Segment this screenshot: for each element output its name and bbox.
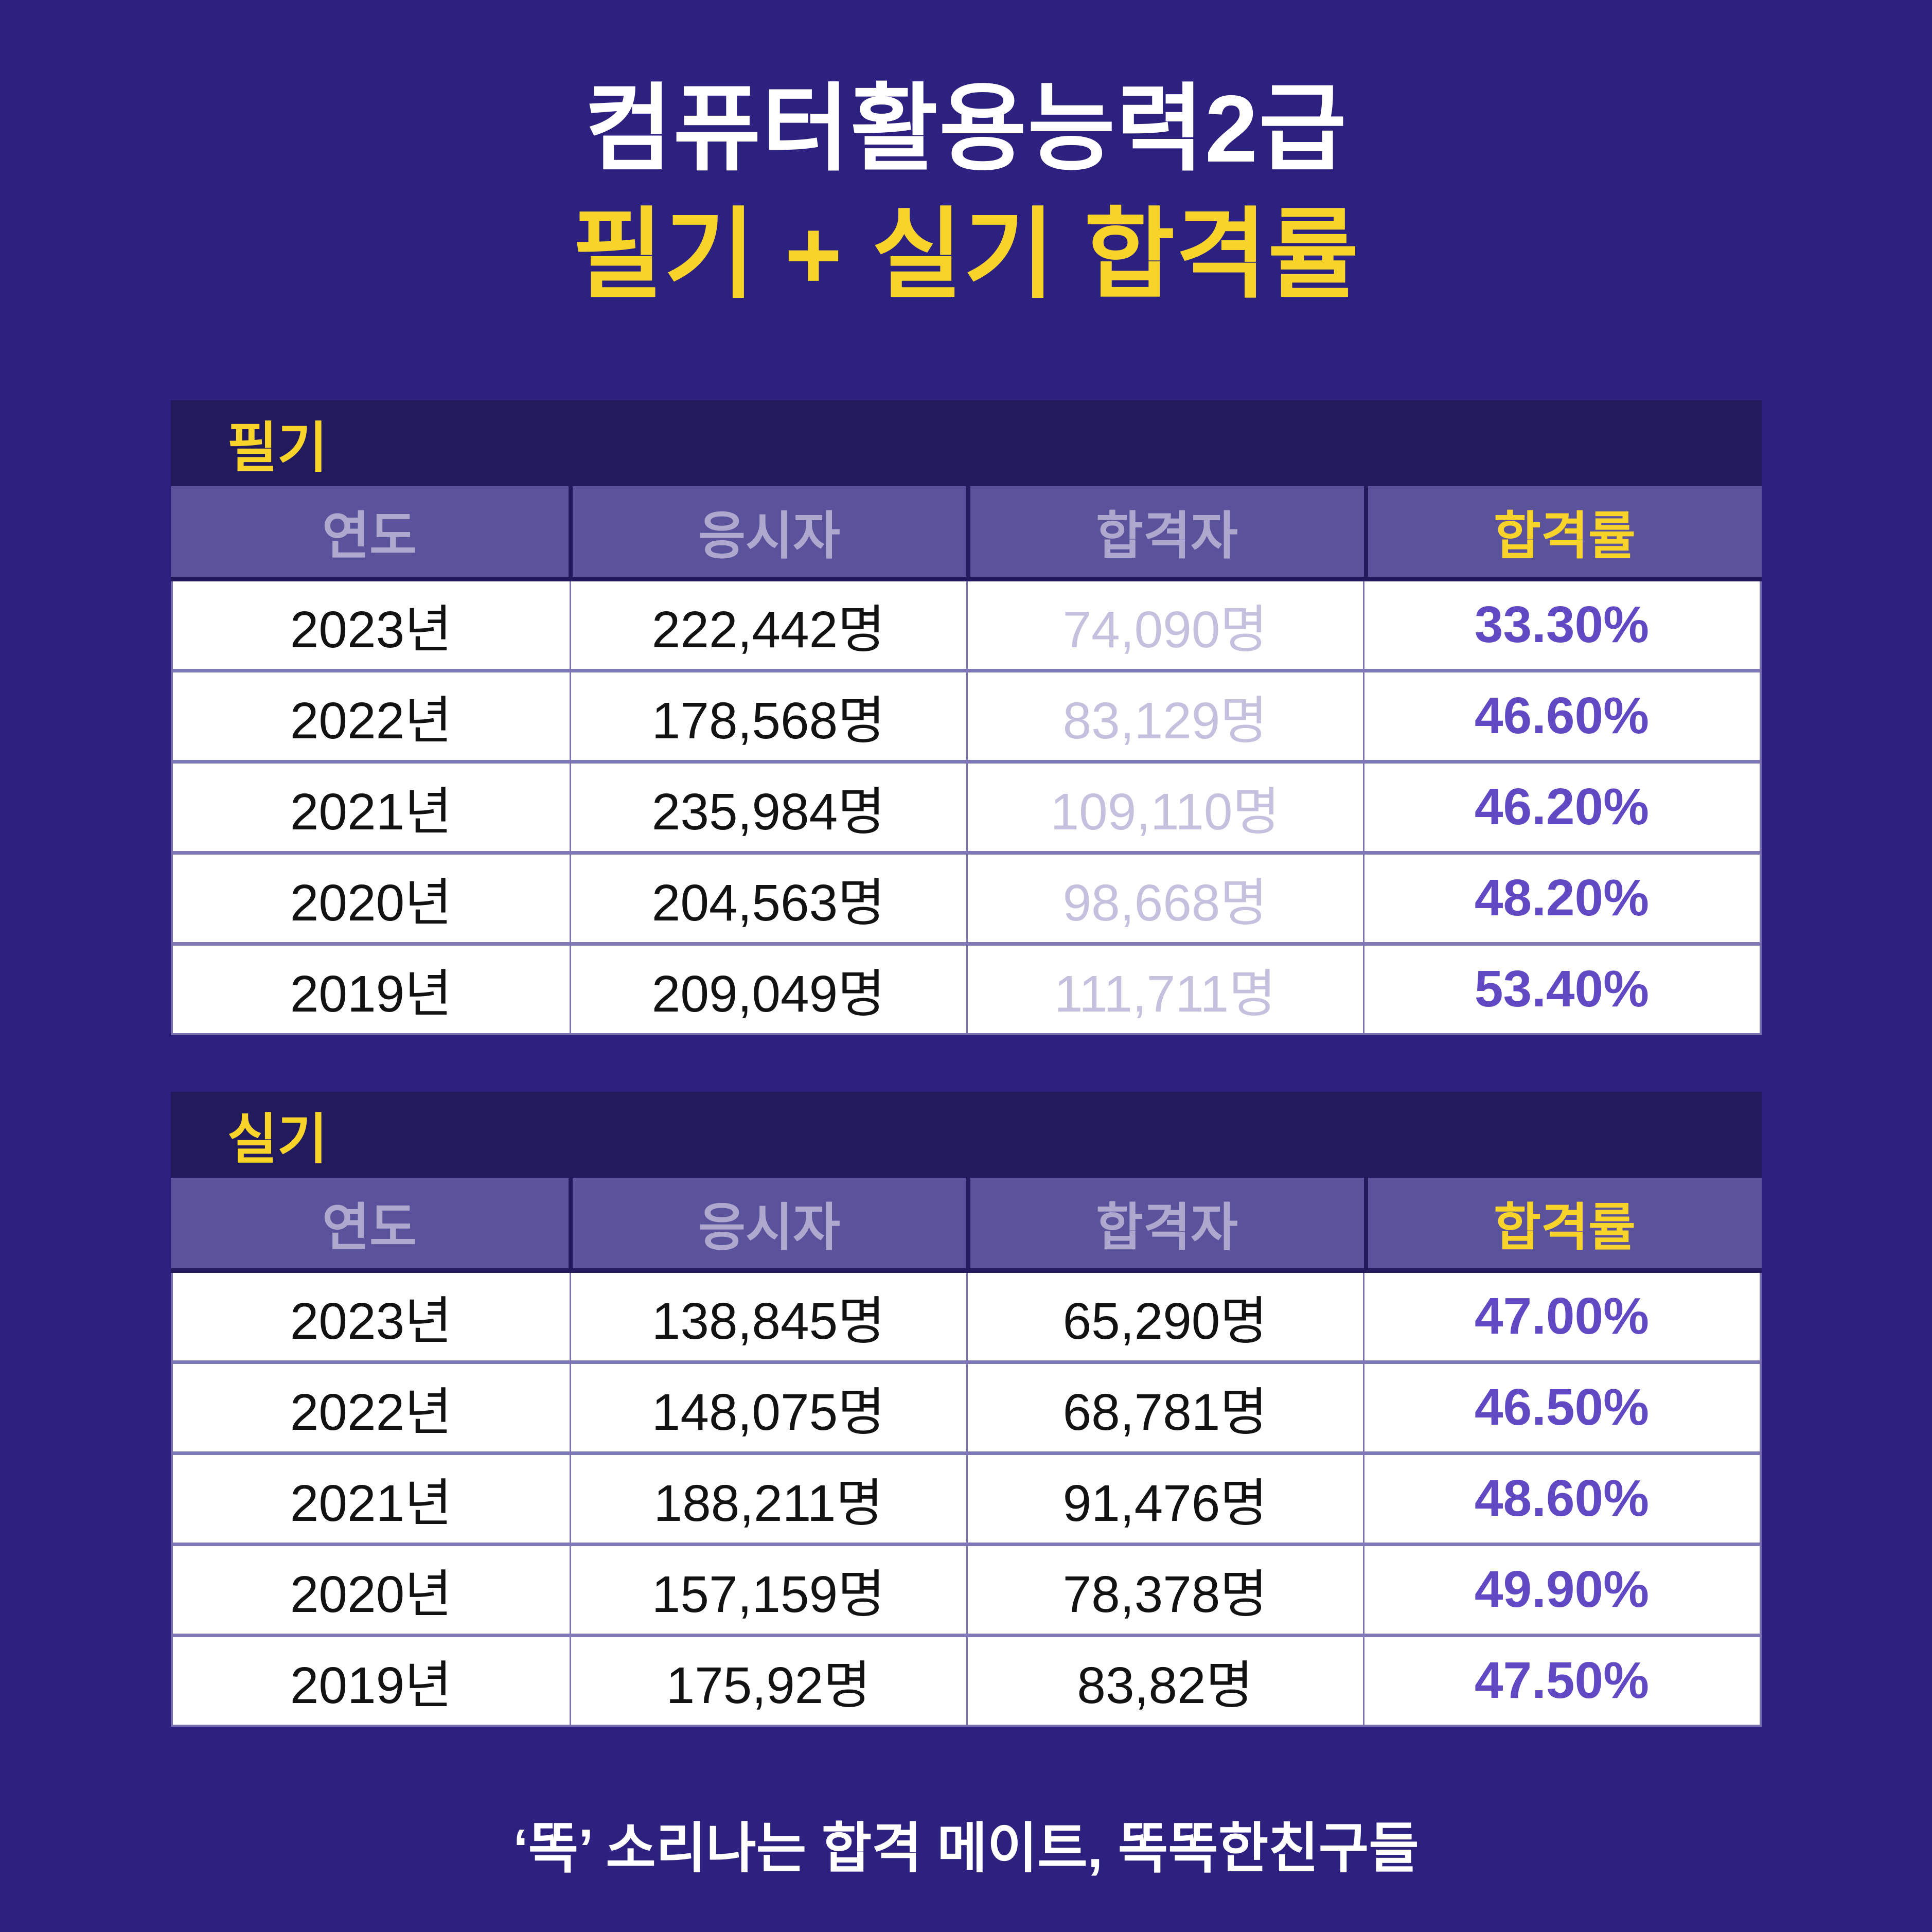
table-row: 2023년 138,845명 65,290명 47.00% (173, 1272, 1760, 1360)
practical-table-title-bar: 실기 (170, 1091, 1762, 1178)
table-row: 2022년 178,568명 83,129명 46.60% (172, 668, 1760, 760)
pass-rate-cell: 49.90% (1362, 1546, 1760, 1634)
table-row: 2021년 235,984명 109,110명 46.20% (172, 759, 1760, 851)
page-header: 컴퓨터활용능력2급 필기 + 실기 합격률 (0, 0, 1932, 310)
column-header-passers: 합격자 (966, 1177, 1364, 1268)
passers-cell: 98,668명 (966, 854, 1363, 942)
practical-table-header-row: 연도 응시자 합격자 합격률 (170, 1177, 1762, 1273)
applicants-cell: 222,442명 (569, 581, 966, 669)
column-header-passers: 합격자 (966, 486, 1364, 577)
practical-exam-table: 실기 연도 응시자 합격자 합격률 2023년 138,845명 65,290명… (170, 1091, 1762, 1727)
brand-tagline: ‘똑’ 소리나는 합격 메이트, 똑똑한친구들 (513, 1818, 1419, 1879)
passers-cell: 74,090명 (966, 581, 1363, 669)
pass-rate-cell: 53.40% (1362, 945, 1760, 1033)
written-table-header-row: 연도 응시자 합격자 합격률 (170, 486, 1762, 581)
passers-cell: 83,129명 (966, 672, 1363, 760)
pass-rate-cell: 48.60% (1362, 1455, 1760, 1543)
table-row: 2019년 209,049명 111,711명 53.40% (172, 942, 1760, 1033)
table-row: 2022년 148,075명 68,781명 46.50% (172, 1360, 1760, 1451)
applicants-cell: 138,845명 (569, 1272, 966, 1360)
year-cell: 2020년 (290, 874, 452, 932)
pass-rate-cell: 46.50% (1362, 1363, 1760, 1451)
year-cell: 2023년 (290, 601, 452, 659)
applicants-cell: 175,92명 (569, 1637, 966, 1725)
passers-cell: 109,110명 (966, 763, 1363, 851)
year-cell: 2021년 (290, 783, 452, 841)
table-row: 2020년 204,563명 98,668명 48.20% (172, 850, 1760, 942)
column-header-applicants: 응시자 (568, 486, 966, 577)
year-cell: 2023년 (290, 1292, 452, 1351)
pass-rate-cell: 47.00% (1362, 1272, 1760, 1360)
pass-rate-cell: 46.20% (1362, 763, 1760, 851)
passers-cell: 68,781명 (966, 1363, 1363, 1451)
page-subtitle: 필기 + 실기 합격률 (572, 199, 1360, 310)
applicants-cell: 209,049명 (569, 945, 966, 1033)
written-exam-table: 필기 연도 응시자 합격자 합격률 2023년 222,442명 74,090명… (170, 400, 1762, 1035)
written-table-title: 필기 (227, 418, 328, 479)
pass-rate-cell: 48.20% (1362, 854, 1760, 942)
column-header-year: 연도 (322, 507, 417, 565)
page-title: 컴퓨터활용능력2급 (584, 76, 1348, 182)
year-cell: 2022년 (290, 1384, 452, 1442)
table-row: 2021년 188,211명 91,476명 48.60% (172, 1451, 1760, 1543)
year-cell: 2019년 (290, 1657, 452, 1715)
written-table-body: 2023년 222,442명 74,090명 33.30% 2022년 178,… (170, 581, 1762, 1035)
year-cell: 2020년 (290, 1566, 452, 1624)
table-row: 2020년 157,159명 78,378명 49.90% (172, 1542, 1760, 1634)
table-row: 2019년 175,92명 83,82명 47.50% (172, 1633, 1760, 1725)
column-header-pass-rate: 합격률 (1363, 486, 1762, 577)
practical-table-title: 실기 (227, 1109, 328, 1171)
year-cell: 2021년 (290, 1475, 452, 1533)
year-cell: 2022년 (290, 692, 452, 750)
applicants-cell: 148,075명 (569, 1363, 966, 1451)
applicants-cell: 235,984명 (569, 763, 966, 851)
pass-rate-cell: 47.50% (1362, 1637, 1760, 1725)
passers-cell: 91,476명 (966, 1455, 1363, 1543)
applicants-cell: 204,563명 (569, 854, 966, 942)
pass-rate-cell: 46.60% (1362, 672, 1760, 760)
passers-cell: 78,378명 (966, 1546, 1363, 1634)
page-footer: ‘똑’ 소리나는 합격 메이트, 똑똑한친구들 (0, 1804, 1932, 1883)
pass-rate-cell: 33.30% (1362, 581, 1760, 669)
column-header-year: 연도 (322, 1199, 417, 1257)
table-row: 2023년 222,442명 74,090명 33.30% (173, 581, 1760, 669)
applicants-cell: 157,159명 (569, 1546, 966, 1634)
applicants-cell: 178,568명 (569, 672, 966, 760)
practical-table-body: 2023년 138,845명 65,290명 47.00% 2022년 148,… (170, 1272, 1762, 1727)
applicants-cell: 188,211명 (569, 1455, 966, 1543)
passers-cell: 65,290명 (966, 1272, 1363, 1360)
column-header-applicants: 응시자 (568, 1177, 966, 1268)
passers-cell: 111,711명 (966, 945, 1363, 1033)
written-table-title-bar: 필기 (170, 400, 1762, 486)
passers-cell: 83,82명 (966, 1637, 1363, 1725)
column-header-pass-rate: 합격률 (1363, 1177, 1762, 1268)
year-cell: 2019년 (290, 965, 452, 1023)
